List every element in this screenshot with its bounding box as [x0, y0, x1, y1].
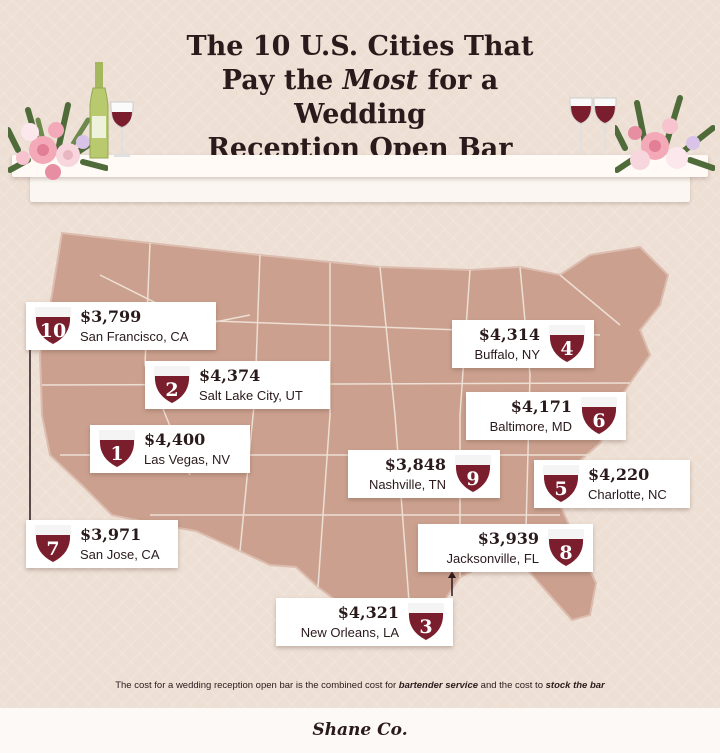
city-label: Charlotte, NC — [588, 487, 667, 502]
title-line-2: Pay the Most for a Wedding — [160, 64, 560, 132]
callout-las-vegas: 1 $4,400 Las Vegas, NV — [90, 425, 250, 473]
callout-baltimore: 6 $4,171 Baltimore, MD — [466, 392, 626, 440]
callout-new-orleans: 3 $4,321 New Orleans, LA — [276, 598, 453, 646]
title-line-2-start: Pay the — [221, 65, 343, 96]
brand-logo: Shane Co. — [312, 720, 408, 740]
wine-glass-icon: 9 — [452, 453, 494, 495]
wine-glass-icon: 7 — [32, 523, 74, 565]
price-value: $3,971 — [80, 525, 142, 544]
price-value: $4,374 — [199, 366, 261, 385]
footnote-emphasis-bartender: bartender service — [398, 680, 479, 691]
city-label: San Francisco, CA — [80, 329, 189, 344]
title-emphasis: Most — [342, 65, 419, 96]
shelf-top — [12, 155, 708, 177]
callout-nashville: 9 $3,848 Nashville, TN — [348, 450, 500, 498]
wine-glass-icon: 3 — [405, 601, 447, 643]
price-value: $4,314 — [478, 325, 540, 344]
price-value: $4,321 — [337, 603, 399, 622]
rank-number: 9 — [466, 468, 480, 490]
wine-glass-icon: 5 — [540, 463, 582, 505]
title-line-2-end: for a Wedding — [294, 65, 499, 130]
rank-number: 3 — [419, 616, 433, 638]
callout-jacksonville: 8 $3,939 Jacksonville, FL — [418, 524, 593, 572]
wine-glass-icon: 10 — [32, 305, 74, 347]
wine-bottle-icon — [89, 62, 109, 159]
city-label: Baltimore, MD — [489, 419, 572, 434]
city-label: San Jose, CA — [80, 547, 160, 562]
wine-glass-icon: 8 — [545, 527, 587, 569]
callout-buffalo: 4 $4,314 Buffalo, NY — [452, 320, 594, 368]
rank-number: 2 — [165, 379, 179, 401]
rank-number: 8 — [559, 542, 573, 564]
rank-number: 6 — [592, 410, 606, 432]
callout-charlotte: 5 $4,220 Charlotte, NC — [534, 460, 690, 508]
rank-number: 5 — [554, 478, 568, 500]
rank-number: 10 — [39, 320, 67, 342]
city-label: Nashville, TN — [368, 477, 446, 492]
price-value: $4,171 — [510, 397, 572, 416]
price-value: $4,220 — [588, 465, 650, 484]
rank-number: 1 — [110, 443, 124, 465]
wine-glass-icon: 6 — [578, 395, 620, 437]
callout-san-francisco: 10 $3,799 San Francisco, CA — [26, 302, 216, 350]
flower-bouquet-icon — [615, 95, 715, 173]
price-value: $3,848 — [384, 455, 446, 474]
city-label: Buffalo, NY — [474, 347, 540, 362]
rank-number: 4 — [560, 338, 574, 360]
footnote-text-mid: and the cost to — [478, 680, 546, 691]
city-label: Jacksonville, FL — [446, 551, 539, 566]
brand-band — [0, 708, 720, 753]
wine-glass-icon: 2 — [151, 364, 193, 406]
wine-glass-icon — [110, 101, 134, 157]
page-title: The 10 U.S. Cities That Pay the Most for… — [160, 30, 560, 166]
footnote: The cost for a wedding reception open ba… — [0, 680, 720, 691]
title-line-1: The 10 U.S. Cities That — [186, 31, 534, 62]
footnote-text: The cost for a wedding reception open ba… — [115, 680, 399, 691]
price-value: $3,799 — [80, 307, 142, 326]
rank-number: 7 — [46, 538, 60, 560]
price-value: $3,939 — [477, 529, 539, 548]
wine-glass-icon — [569, 97, 617, 154]
city-label: Las Vegas, NV — [144, 452, 230, 467]
callout-salt-lake-city: 2 $4,374 Salt Lake City, UT — [145, 361, 330, 409]
price-value: $4,400 — [144, 430, 206, 449]
callout-san-jose: 7 $3,971 San Jose, CA — [26, 520, 178, 568]
city-label: Salt Lake City, UT — [199, 388, 303, 403]
footnote-emphasis-stock: stock the bar — [545, 680, 605, 691]
city-label: New Orleans, LA — [300, 625, 399, 640]
wine-glass-icon: 1 — [96, 428, 138, 470]
wine-glass-icon: 4 — [546, 323, 588, 365]
